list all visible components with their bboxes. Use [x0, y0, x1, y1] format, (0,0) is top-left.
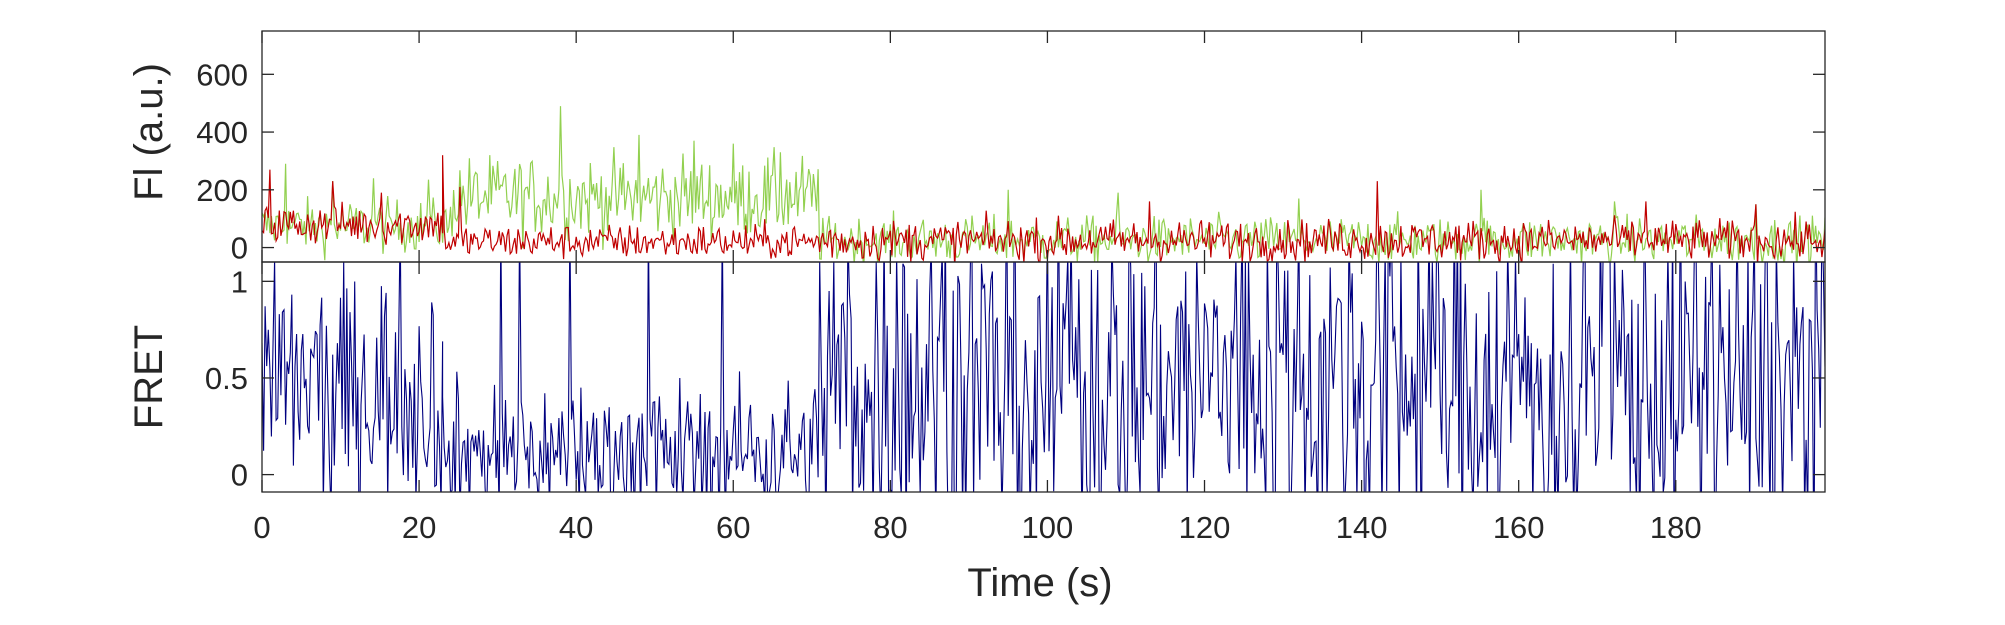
intensity-series-1 — [262, 155, 1825, 262]
x-tick-label: 20 — [402, 510, 436, 545]
x-tick-label: 100 — [1022, 510, 1074, 545]
x-tick-label: 40 — [559, 510, 593, 545]
fret-ytick-label: 0.5 — [205, 361, 248, 396]
intensity-ytick-label: 400 — [196, 115, 248, 150]
x-tick-label: 160 — [1493, 510, 1545, 545]
x-tick-label: 180 — [1650, 510, 1702, 545]
fret-y-axis-label: FRET — [127, 325, 171, 429]
fret-series-0 — [262, 262, 1825, 492]
intensity-y-axis-label: Fl (a.u.) — [127, 63, 171, 201]
x-tick-label: 60 — [716, 510, 750, 545]
x-axis-label: Time (s) — [967, 561, 1112, 605]
x-tick-label: 140 — [1336, 510, 1388, 545]
intensity-ytick-label: 0 — [231, 231, 248, 266]
x-tick-label: 0 — [253, 510, 270, 545]
fret-axes-box — [261, 261, 1826, 493]
x-tick-label: 120 — [1179, 510, 1231, 545]
intensity-series-0 — [262, 106, 1825, 262]
intensity-ytick-label: 200 — [196, 173, 248, 208]
fret-panel: 0 0.5 1 0 20 40 60 80 100 120 140 160 180 — [205, 261, 1826, 545]
fret-ytick-label: 1 — [231, 264, 248, 299]
intensity-ytick-label: 600 — [196, 57, 248, 92]
fret-ytick-label: 0 — [231, 458, 248, 493]
x-tick-label: 80 — [873, 510, 907, 545]
intensity-panel: 0 200 400 600 — [196, 30, 1826, 266]
